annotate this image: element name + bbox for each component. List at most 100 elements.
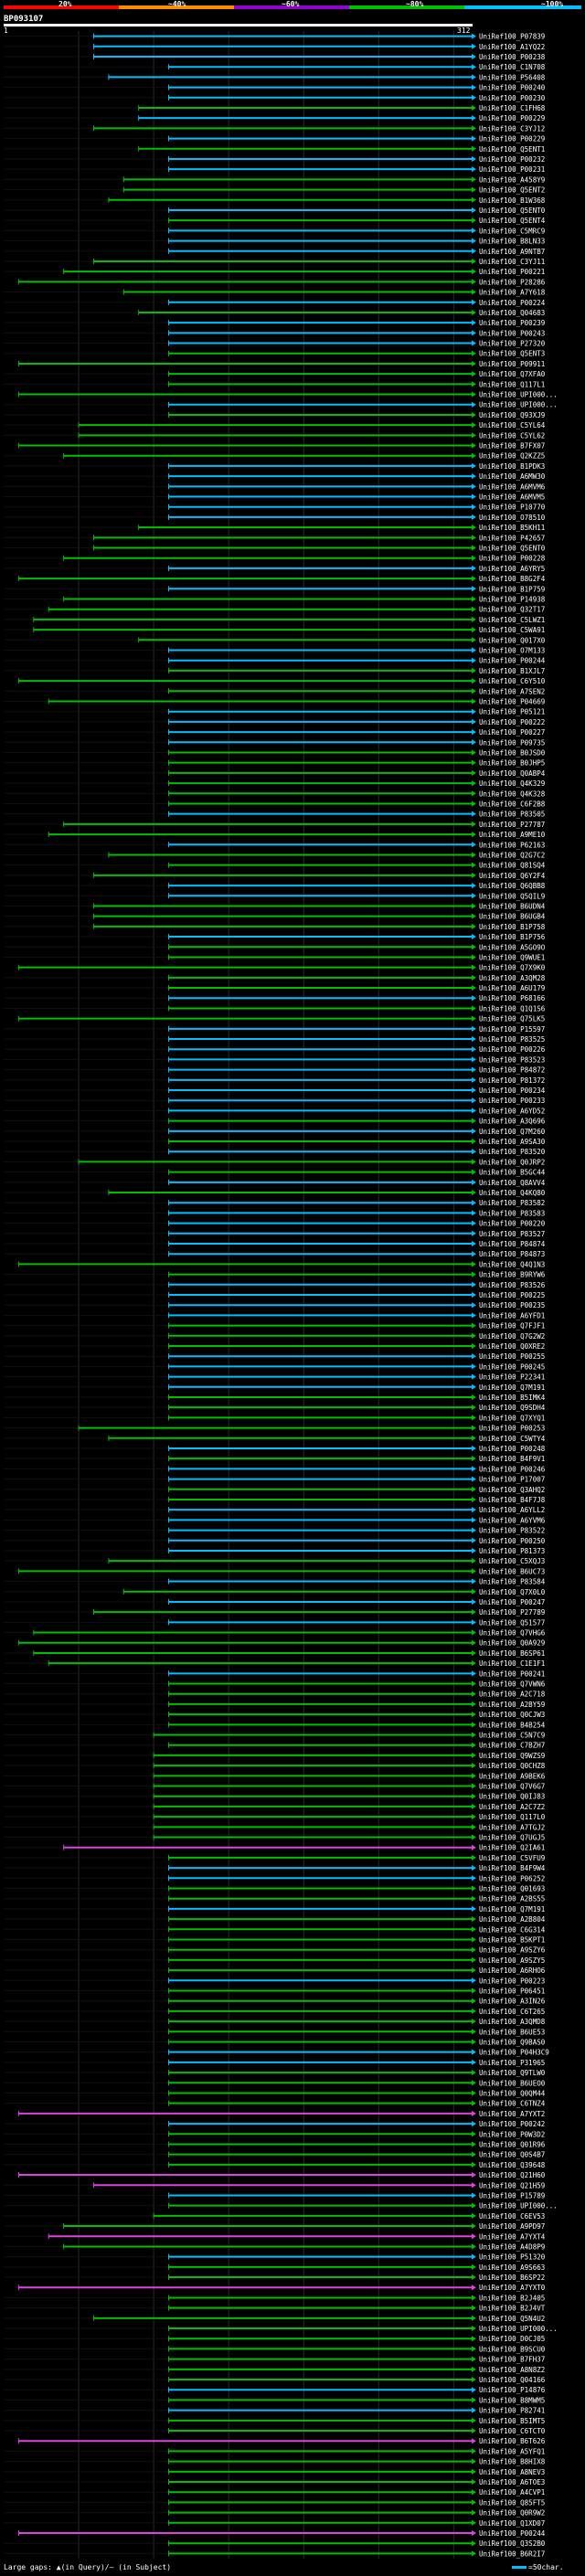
hit-label[interactable]: UniRef100_Q5ENT0 xyxy=(479,545,546,553)
hit-label[interactable]: UniRef100_P00250 xyxy=(479,1537,546,1545)
hit-label[interactable]: UniRef100_Q9WUE1 xyxy=(479,953,545,961)
hit-label[interactable]: UniRef100_P00248 xyxy=(479,1445,546,1453)
hit-label[interactable]: UniRef100_Q75LK5 xyxy=(479,1015,545,1023)
hit-label[interactable]: UniRef100_B9SCU0 xyxy=(479,2345,546,2353)
hit-label[interactable]: UniRef100_C5N7C9 xyxy=(479,1732,545,1740)
hit-label[interactable]: UniRef100_A6YRY5 xyxy=(479,565,545,573)
hit-label[interactable]: UniRef100_P0W3D2 xyxy=(479,2130,545,2138)
hit-label[interactable]: UniRef100_C1FH68 xyxy=(479,104,546,112)
hit-label[interactable]: UniRef100_P83525 xyxy=(479,1035,545,1044)
hit-label[interactable]: UniRef100_C6G314 xyxy=(479,1925,546,1934)
hit-label[interactable]: UniRef100_P27789 xyxy=(479,1608,545,1617)
hit-label[interactable]: UniRef100_A8N8Z2 xyxy=(479,2366,545,2374)
hit-label[interactable]: UniRef100_P31965 xyxy=(479,2059,545,2067)
hit-label[interactable]: UniRef100_P00226 xyxy=(479,1045,546,1054)
hit-label[interactable]: UniRef100_A5GO9O xyxy=(479,943,546,951)
hit-label[interactable]: UniRef100_P22341 xyxy=(479,1373,545,1382)
hit-label[interactable]: UniRef100_Q3AHQ2 xyxy=(479,1486,545,1494)
hit-label[interactable]: UniRef100_A9SA30 xyxy=(479,1138,546,1146)
hit-label[interactable]: UniRef100_P00233 xyxy=(479,1097,545,1105)
hit-label[interactable]: UniRef100_A4D8P9 xyxy=(479,2242,545,2251)
hit-label[interactable]: UniRef100_P83583 xyxy=(479,1209,545,1217)
hit-label[interactable]: UniRef100_B2J405 xyxy=(479,2294,545,2302)
hit-label[interactable]: UniRef100_P83584 xyxy=(479,1578,546,1586)
hit-label[interactable]: UniRef100_B5GC44 xyxy=(479,1169,546,1177)
hit-label[interactable]: UniRef100_Q0ABP4 xyxy=(479,769,546,778)
hit-label[interactable]: UniRef100_C1E1F1 xyxy=(479,1659,545,1668)
hit-label[interactable]: UniRef100_A3Q696 xyxy=(479,1118,546,1126)
hit-label[interactable]: UniRef100_P84873 xyxy=(479,1250,545,1258)
hit-label[interactable]: UniRef100_P15789 xyxy=(479,2191,545,2200)
hit-label[interactable]: UniRef100_Q93XJ9 xyxy=(479,411,545,419)
hit-label[interactable]: UniRef100_P00244 xyxy=(479,657,546,665)
hit-label[interactable]: UniRef100_A6RHO6 xyxy=(479,1966,546,1975)
hit-label[interactable]: UniRef100_Q0R9W2 xyxy=(479,2509,545,2518)
hit-label[interactable]: UniRef100_P00221 xyxy=(479,268,545,276)
hit-label[interactable]: UniRef100_Q7XYQ1 xyxy=(479,1414,545,1422)
hit-label[interactable]: UniRef100_C6T265 xyxy=(479,2008,545,2016)
hit-label[interactable]: UniRef100_B5KPT1 xyxy=(479,1935,545,1944)
hit-label[interactable]: UniRef100_B2J4VT xyxy=(479,2305,546,2313)
hit-label[interactable]: UniRef100_A6YFD1 xyxy=(479,1311,545,1320)
hit-label[interactable]: UniRef100_Q4K329 xyxy=(479,779,545,788)
hit-label[interactable]: UniRef100_C5XQJ3 xyxy=(479,1557,545,1565)
hit-label[interactable]: UniRef100_A6MVM6 xyxy=(479,482,546,491)
hit-label[interactable]: UniRef100_Q117L0 xyxy=(479,1813,546,1821)
hit-label[interactable]: UniRef100_P82741 xyxy=(479,2407,545,2415)
hit-label[interactable]: UniRef100_A9BEK6 xyxy=(479,1772,546,1780)
hit-label[interactable]: UniRef100_A9NTB7 xyxy=(479,248,545,256)
hit-label[interactable]: UniRef100_P00234 xyxy=(479,1087,546,1095)
hit-label[interactable]: UniRef100_A6MW30 xyxy=(479,472,546,481)
hit-label[interactable]: UniRef100_Q5ENT4 xyxy=(479,217,546,225)
hit-label[interactable]: UniRef100_Q7XFA0 xyxy=(479,370,546,378)
hit-label[interactable]: UniRef100_B4F9W4 xyxy=(479,1864,546,1872)
hit-label[interactable]: UniRef100_B6UC73 xyxy=(479,1567,545,1575)
hit-label[interactable]: UniRef100_P10770 xyxy=(479,504,546,512)
hit-label[interactable]: UniRef100_O78510 xyxy=(479,514,546,522)
hit-label[interactable]: UniRef100_P06252 xyxy=(479,1874,545,1882)
hit-label[interactable]: UniRef100_Q4KQ80 xyxy=(479,1189,546,1197)
hit-label[interactable]: UniRef100_Q5QIL9 xyxy=(479,892,545,900)
hit-label[interactable]: UniRef100_C5LWZ1 xyxy=(479,616,545,624)
hit-label[interactable]: UniRef100_Q7VHG6 xyxy=(479,1629,546,1638)
hit-label[interactable]: UniRef100_P83522 xyxy=(479,1527,545,1535)
hit-label[interactable]: UniRef100_P14876 xyxy=(479,2386,546,2394)
hit-label[interactable]: UniRef100_Q0CJW3 xyxy=(479,1711,545,1719)
hit-label[interactable]: UniRef100_Q6Y2F4 xyxy=(479,872,546,880)
hit-label[interactable]: UniRef100_Q7M260 xyxy=(479,1128,546,1136)
hit-label[interactable]: UniRef100_P42657 xyxy=(479,534,545,542)
hit-label[interactable]: UniRef100_A6YVM6 xyxy=(479,1516,546,1524)
hit-label[interactable]: UniRef100_C5MRC9 xyxy=(479,227,545,235)
hit-label[interactable]: UniRef100_B8G2F4 xyxy=(479,575,546,583)
hit-label[interactable]: UniRef100_P83523 xyxy=(479,1055,545,1064)
hit-label[interactable]: UniRef100_B6UDN4 xyxy=(479,902,546,910)
hit-label[interactable]: UniRef100_A3QMD8 xyxy=(479,2018,546,2026)
hit-label[interactable]: UniRef100_P83527 xyxy=(479,1230,545,1238)
hit-label[interactable]: UniRef100_P27320 xyxy=(479,340,546,348)
hit-label[interactable]: UniRef100_A1YQ22 xyxy=(479,43,545,51)
hit-label[interactable]: UniRef100_Q0S4B7 xyxy=(479,2151,545,2159)
hit-label[interactable]: UniRef100_B1PDK3 xyxy=(479,462,545,471)
hit-label[interactable]: UniRef100_Q39648 xyxy=(479,2161,546,2169)
hit-label[interactable]: UniRef100_A7SEN2 xyxy=(479,687,545,695)
hit-label[interactable]: UniRef100_C5WTY4 xyxy=(479,1435,546,1443)
hit-label[interactable]: UniRef100_P00245 xyxy=(479,1362,545,1371)
hit-label[interactable]: UniRef100_P83582 xyxy=(479,1199,545,1207)
hit-label[interactable]: UniRef100_P09735 xyxy=(479,738,545,747)
hit-label[interactable]: UniRef100_Q32T17 xyxy=(479,606,545,614)
hit-label[interactable]: UniRef100_P00253 xyxy=(479,1425,545,1433)
hit-label[interactable]: UniRef100_Q0QM44 xyxy=(479,2089,546,2097)
hit-label[interactable]: UniRef100_B0JHP5 xyxy=(479,759,545,768)
hit-label[interactable]: UniRef100_P07839 xyxy=(479,33,545,41)
hit-label[interactable]: UniRef100_P00232 xyxy=(479,155,545,164)
hit-label[interactable]: UniRef100_P00235 xyxy=(479,1301,545,1309)
hit-label[interactable]: UniRef100_Q0A929 xyxy=(479,1639,545,1648)
hit-label[interactable]: UniRef100_A3QM28 xyxy=(479,974,546,982)
hit-label[interactable]: UniRef100_Q3S2B0 xyxy=(479,2539,546,2548)
hit-label[interactable]: UniRef100_P00228 xyxy=(479,555,546,563)
hit-label[interactable]: UniRef100_Q5ENT3 xyxy=(479,350,545,358)
hit-label[interactable]: UniRef100_P56408 xyxy=(479,73,546,81)
hit-label[interactable]: UniRef100_Q7G2W2 xyxy=(479,1332,545,1341)
hit-label[interactable]: UniRef100_P00230 xyxy=(479,94,546,102)
hit-label[interactable]: UniRef100_P81372 xyxy=(479,1076,545,1085)
